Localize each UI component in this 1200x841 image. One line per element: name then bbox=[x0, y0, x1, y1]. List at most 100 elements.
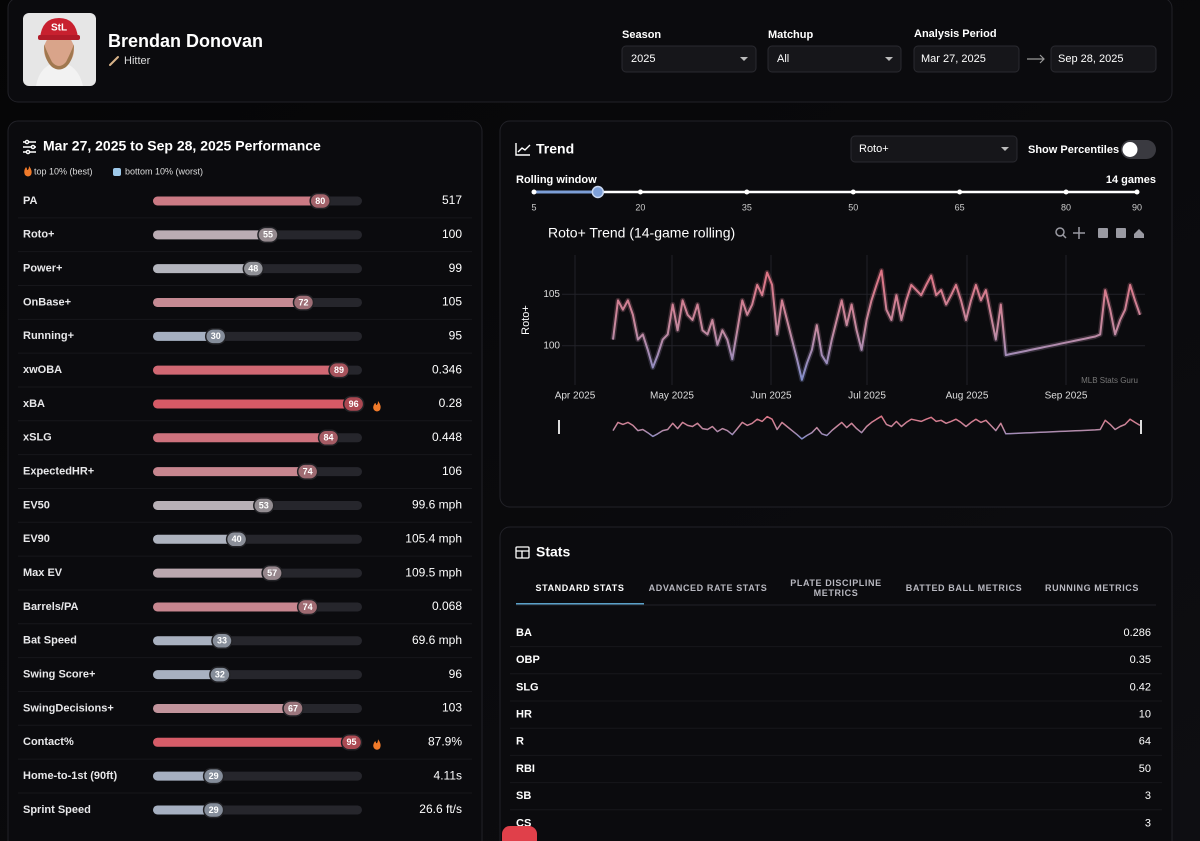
metric-name: ExpectedHR+ bbox=[23, 466, 94, 478]
arrow bbox=[1027, 54, 1045, 64]
tab-label[interactable]: BATTED BALL METRICS bbox=[905, 583, 1023, 593]
x-tick-label: Aug 2025 bbox=[946, 391, 989, 402]
date-input[interactable] bbox=[1050, 45, 1157, 73]
tab-label[interactable]: RUNNING METRICS bbox=[1045, 583, 1139, 593]
slider-handle[interactable] bbox=[591, 185, 605, 199]
metric-value: 103 bbox=[442, 701, 462, 715]
percentile-badge bbox=[296, 463, 319, 480]
percentile-badge bbox=[225, 531, 248, 548]
x-tick-label: Jul 2025 bbox=[848, 391, 886, 402]
metric-name: Sprint Speed bbox=[23, 804, 91, 816]
range-line bbox=[612, 415, 1141, 440]
date-input[interactable] bbox=[913, 45, 1020, 73]
slider-tick bbox=[744, 189, 750, 195]
select-value: All bbox=[777, 53, 789, 65]
flame-icon bbox=[373, 739, 381, 750]
percentile-bar bbox=[153, 703, 294, 713]
select-box[interactable] bbox=[767, 45, 902, 73]
app-badge[interactable] bbox=[502, 826, 537, 841]
range-handle-right[interactable] bbox=[1140, 420, 1142, 434]
stats-card bbox=[499, 526, 1173, 841]
percentile-label: 48 bbox=[248, 264, 258, 274]
stat-value: 50 bbox=[1139, 763, 1151, 775]
tab-label[interactable]: PLATE DISCIPLINE METRICS bbox=[790, 578, 882, 598]
percentile-bar bbox=[153, 196, 321, 206]
slider-tick bbox=[531, 189, 537, 195]
metric-name: EV90 bbox=[23, 533, 50, 545]
tab-label[interactable]: ADVANCED RATE STATS bbox=[648, 583, 768, 593]
stat-value: 0.35 bbox=[1130, 654, 1151, 666]
date-value: Mar 27, 2025 bbox=[921, 53, 986, 65]
metric-value: 0.346 bbox=[432, 362, 462, 376]
percentile-badge bbox=[342, 395, 365, 413]
percentile-label: 30 bbox=[211, 331, 221, 341]
metric-name: PA bbox=[23, 195, 38, 207]
metric-name: Roto+ bbox=[23, 229, 54, 241]
header-card bbox=[7, 0, 1173, 103]
period-label: Analysis Period bbox=[914, 28, 997, 40]
percentile-bar bbox=[153, 568, 273, 578]
metric-value: 517 bbox=[442, 193, 462, 207]
slider-tick-label: 5 bbox=[531, 202, 536, 212]
slider-tick bbox=[850, 189, 856, 195]
metric-value: 109.5 mph bbox=[405, 565, 462, 579]
percentile-label: 33 bbox=[217, 636, 227, 646]
dropdown-chevron bbox=[885, 57, 893, 61]
flame-icon bbox=[373, 400, 381, 412]
flame-icon bbox=[24, 166, 32, 177]
slider-tick-label: 20 bbox=[635, 202, 645, 212]
metric-name: Bat Speed bbox=[23, 635, 77, 647]
tab[interactable]: PLATE DISCIPLINE METRICS bbox=[788, 574, 884, 602]
slider-tick-label: 90 bbox=[1132, 202, 1142, 212]
tab-label[interactable]: STANDARD STATS bbox=[535, 583, 625, 593]
stat-name: SB bbox=[516, 790, 531, 802]
legend-top: top 10% (best) bbox=[34, 166, 93, 176]
metric-select[interactable] bbox=[850, 135, 1018, 163]
stat-name: R bbox=[516, 736, 524, 748]
slider-tick bbox=[637, 189, 643, 195]
percentile-bar bbox=[153, 399, 354, 409]
percentile-badge bbox=[309, 192, 331, 210]
stat-name: OBP bbox=[516, 654, 540, 666]
x-tick-label: Sep 2025 bbox=[1045, 391, 1088, 402]
percentile-label: 96 bbox=[349, 399, 359, 409]
stat-name: HR bbox=[516, 709, 532, 721]
range-handle-left[interactable] bbox=[558, 420, 560, 434]
metric-name: Swing Score+ bbox=[23, 669, 95, 681]
metric-value: 95 bbox=[449, 328, 463, 342]
filter-label: Matchup bbox=[768, 29, 814, 41]
tab[interactable]: RUNNING METRICS bbox=[1028, 574, 1156, 602]
percentile-badge bbox=[317, 429, 340, 447]
percentile-badge bbox=[211, 632, 233, 650]
percentile-bar bbox=[153, 230, 268, 240]
metric-value: 0.28 bbox=[439, 396, 463, 410]
slider-tick bbox=[1134, 189, 1140, 195]
percentile-bar bbox=[153, 534, 237, 544]
percentile-bar bbox=[153, 805, 214, 815]
metric-value: 0.448 bbox=[432, 430, 462, 444]
percentile-bar bbox=[153, 636, 222, 646]
metric-select-value: Roto+ bbox=[859, 143, 889, 155]
rolling-label: Rolling window bbox=[516, 174, 597, 186]
select-box[interactable] bbox=[621, 45, 757, 73]
percentile-bar bbox=[153, 500, 264, 510]
percentile-label: 55 bbox=[263, 230, 273, 240]
tab[interactable]: STANDARD STATS bbox=[516, 574, 644, 602]
stat-name: SLG bbox=[516, 681, 539, 693]
percentile-badge bbox=[296, 598, 319, 616]
tab[interactable]: ADVANCED RATE STATS bbox=[644, 574, 772, 602]
slider-tick-label: 65 bbox=[955, 202, 965, 212]
percentile-label: 89 bbox=[334, 365, 344, 375]
metric-value: 99 bbox=[449, 261, 463, 275]
tab[interactable]: BATTED BALL METRICS bbox=[900, 574, 1028, 602]
percentile-label: 53 bbox=[259, 500, 269, 510]
metric-name: Barrels/PA bbox=[23, 601, 78, 613]
percentile-label: 67 bbox=[288, 703, 298, 713]
percentile-badge bbox=[242, 260, 265, 277]
filter-label: Season bbox=[622, 29, 661, 41]
slider-tick-label: 80 bbox=[1061, 202, 1071, 212]
slider-tick-label: 50 bbox=[848, 202, 858, 212]
stat-name: BA bbox=[516, 627, 532, 639]
